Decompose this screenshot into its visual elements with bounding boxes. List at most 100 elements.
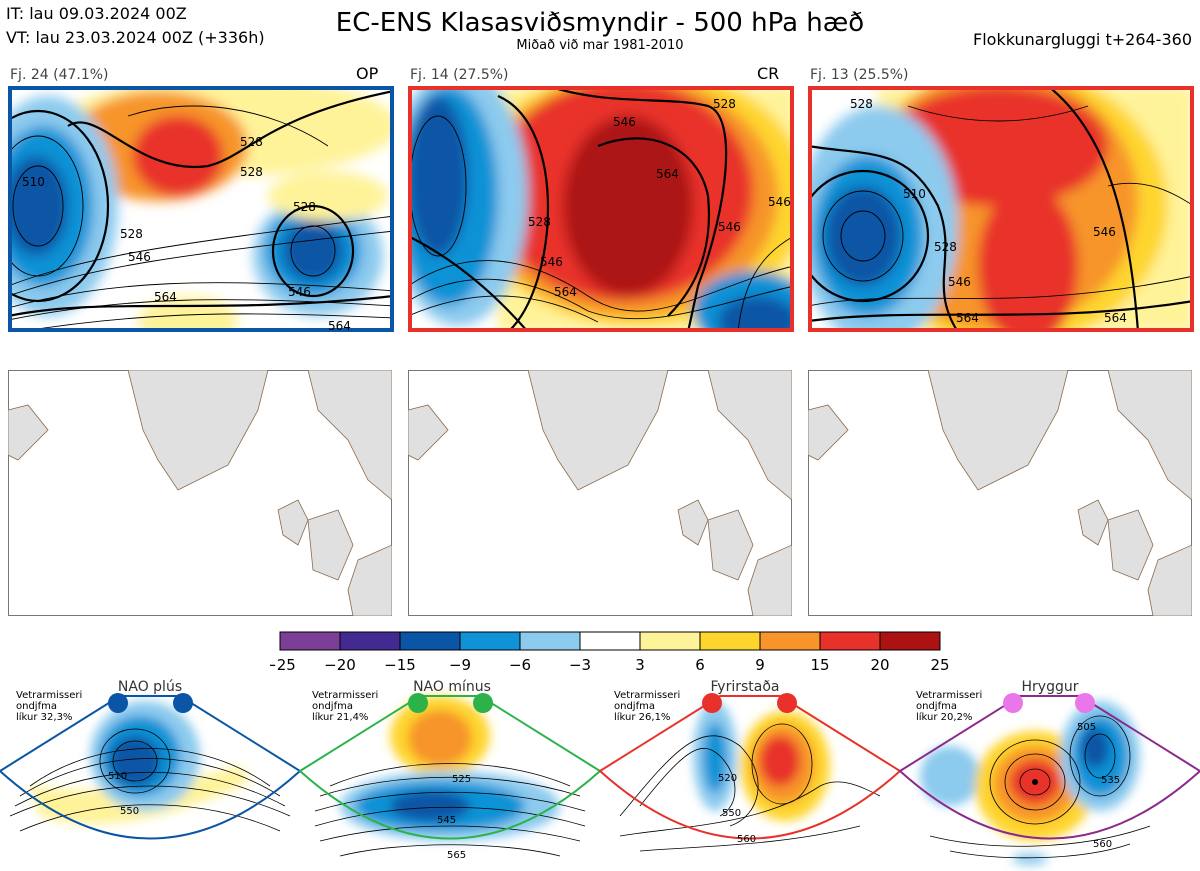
- regime-contour-label: 510: [108, 771, 127, 782]
- regime-contour-label: 545: [437, 815, 456, 826]
- colorbar-cell: [699, 631, 761, 651]
- regime-stat-line: ondjfma: [916, 701, 957, 712]
- regime-stat-line: Vetrarmisseri: [916, 690, 982, 701]
- cluster-2-map: 528 546 528 546 564 546 564 546: [408, 86, 794, 332]
- colorbar-tick-label: 3: [635, 656, 645, 674]
- regime-contour-label: 505: [1077, 722, 1096, 733]
- cluster-1-tag: OP: [356, 64, 379, 83]
- contour-label: 564: [554, 285, 577, 299]
- cluster-1-frame: [8, 86, 394, 332]
- colorbar-cell: [639, 631, 701, 651]
- contour-label: 546: [1093, 225, 1116, 239]
- regime-name: NAO plús: [118, 679, 182, 695]
- contour-label: 528: [713, 97, 736, 111]
- contour-label: 528: [528, 215, 551, 229]
- regime-contour-label: 565: [447, 850, 466, 861]
- regime-stat-line: líkur 20,2%: [916, 711, 972, 723]
- colorbar-tick-label: 20: [870, 656, 889, 674]
- regime-contour-label: 520: [718, 773, 737, 784]
- regime-blocking: 520 550 560 Fyrirstaða Vetrarmisseri ond…: [598, 679, 902, 852]
- regime-stat-line: ondjfma: [312, 701, 353, 712]
- colorbar-tick-label: 25: [930, 656, 949, 674]
- regime-contour-label: 535: [1101, 775, 1120, 786]
- regime-marker: [108, 693, 128, 713]
- regime-marker: [173, 693, 193, 713]
- contour-label: 546: [768, 195, 791, 209]
- regime-marker: [777, 693, 797, 713]
- subtitle: Miðað við mar 1981-2010: [516, 38, 684, 53]
- regime-contour-label: 550: [722, 808, 741, 819]
- colorbar-cell: [519, 631, 581, 651]
- initial-time: IT: lau 09.03.2024 00Z: [6, 4, 187, 23]
- colorbar-tick-label: −3: [569, 656, 591, 674]
- colorbar-tick-label: 6: [695, 656, 705, 674]
- contour-label: 528: [850, 97, 873, 111]
- regime-nao-plus: 510 550 NAO plús Vetrarmisseri ondjfma l…: [0, 679, 302, 840]
- contour-label: 546: [128, 250, 151, 264]
- blank-map-3: [808, 370, 1192, 616]
- clustering-window: Flokkunargluggi t+264-360: [973, 30, 1192, 49]
- cluster-2-tag: CR: [757, 64, 780, 83]
- colorbar-cell: [459, 631, 521, 651]
- contour-label: 528: [240, 165, 263, 179]
- regime-ridge: 505 535 560 Hryggur Vetrarmisseri ondjfm…: [898, 679, 1200, 865]
- colorbar-cell: [399, 631, 461, 651]
- regime-stat-line: Vetrarmisseri: [16, 690, 82, 701]
- contour-label: 546: [540, 255, 563, 269]
- regime-name: NAO mínus: [413, 679, 491, 695]
- colorbar-tick-label: −25: [270, 656, 296, 674]
- contour-label: 546: [613, 115, 636, 129]
- regime-marker: [408, 693, 428, 713]
- cluster-3-frame: [808, 86, 1194, 332]
- contour-label: 564: [656, 167, 679, 181]
- contour-label: 564: [328, 319, 351, 332]
- regime-marker: [1075, 693, 1095, 713]
- colorbar-cell: [279, 631, 341, 651]
- colorbar-cell: [339, 631, 401, 651]
- contour-label: 510: [903, 187, 926, 201]
- cluster-1-label: Fj. 24 (47.1%): [10, 67, 109, 83]
- colorbar-cell: [879, 631, 941, 651]
- blank-map-2: [408, 370, 792, 616]
- regime-nao-minus: 525 545 565 NAO mínus Vetrarmisseri ondj…: [298, 679, 602, 861]
- contour-label: 564: [154, 290, 177, 304]
- regime-contour-label: 560: [1093, 839, 1112, 850]
- colorbar-tick-label: 15: [810, 656, 829, 674]
- valid-time: VT: lau 23.03.2024 00Z (+336h): [6, 28, 265, 47]
- regime-name: Fyrirstaða: [711, 679, 780, 695]
- regime-contour-label: 560: [737, 834, 756, 845]
- regime-stat-line: Vetrarmisseri: [614, 690, 680, 701]
- contour-label: 564: [1104, 311, 1127, 325]
- regime-marker: [473, 693, 493, 713]
- contour-label: 564: [956, 311, 979, 325]
- contour-label: 546: [948, 275, 971, 289]
- regime-stat-line: ondjfma: [614, 701, 655, 712]
- regime-stat-line: líkur 32,3%: [16, 711, 72, 723]
- colorbar: −25 −20 −15 −9 −6 −3 3 6 9 15 20 25: [270, 631, 950, 674]
- regime-panels: 510 550 NAO plús Vetrarmisseri ondjfma l…: [0, 679, 1200, 865]
- regime-stat-line: líkur 21,4%: [312, 711, 368, 723]
- contour-label: 528: [934, 240, 957, 254]
- colorbar-tick-label: −6: [509, 656, 531, 674]
- contour-label: 510: [22, 175, 45, 189]
- contour-label: 528: [240, 135, 263, 149]
- colorbar-cell: [579, 631, 641, 651]
- blank-map-1: [8, 370, 392, 616]
- colorbar-cell: [819, 631, 881, 651]
- colorbar-tick-label: −15: [384, 656, 416, 674]
- regime-contour-label: 525: [452, 774, 471, 785]
- cluster-1-map: 510 528 528 528 546 564 546 528 564: [8, 86, 394, 332]
- colorbar-tick-label: 9: [755, 656, 765, 674]
- colorbar-cell: [759, 631, 821, 651]
- regime-stat-line: líkur 26,1%: [614, 711, 670, 723]
- colorbar-tick-label: −9: [449, 656, 471, 674]
- regime-name: Hryggur: [1022, 679, 1079, 695]
- regime-contour-label: 550: [120, 806, 139, 817]
- regime-stat-line: ondjfma: [16, 701, 57, 712]
- contour-label: 528: [293, 200, 316, 214]
- cluster-3-label: Fj. 13 (25.5%): [810, 67, 909, 83]
- cluster-2-frame: [408, 86, 794, 332]
- cluster-2-label: Fj. 14 (27.5%): [410, 67, 509, 83]
- page-title: EC-ENS Klasasviðsmyndir - 500 hPa hæð: [335, 8, 865, 38]
- regime-marker: [1003, 693, 1023, 713]
